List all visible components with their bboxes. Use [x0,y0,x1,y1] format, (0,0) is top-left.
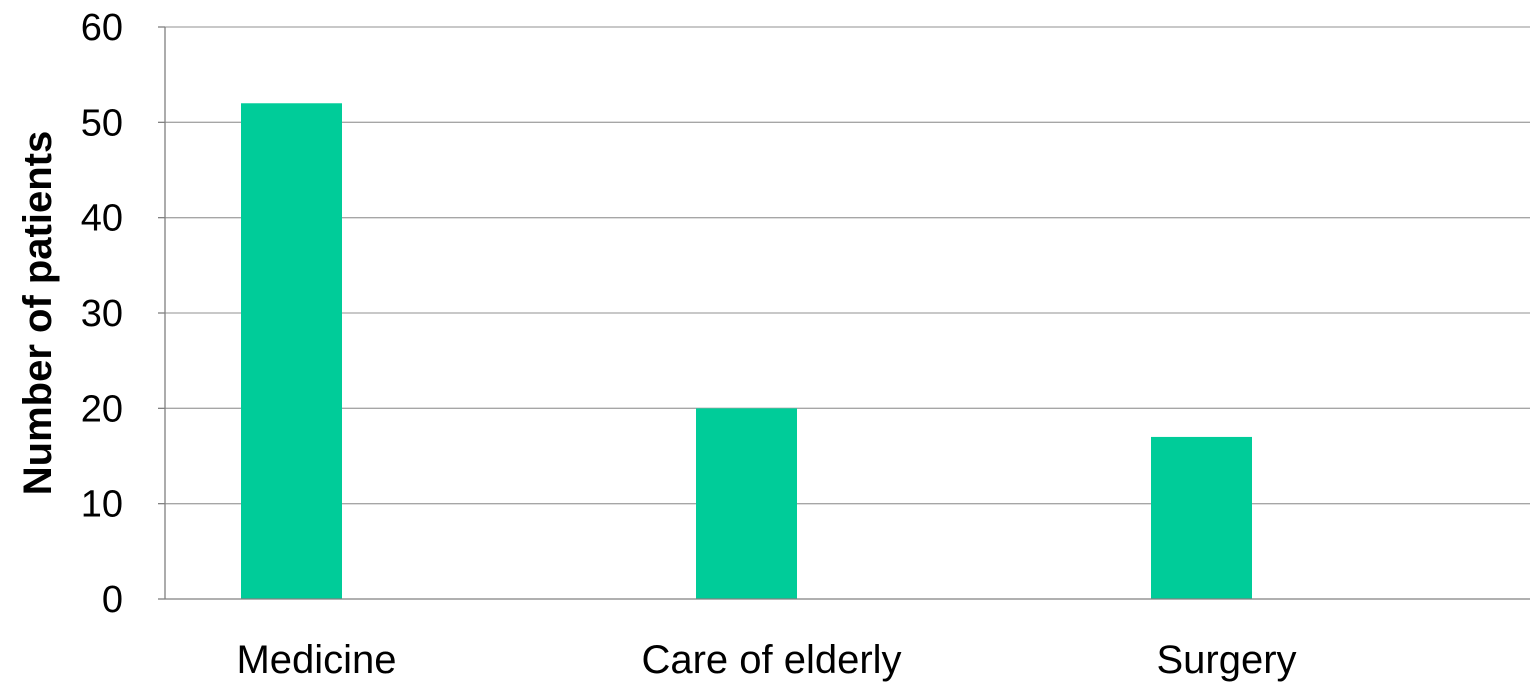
y-tick-label: 20 [81,388,123,430]
x-category-label: Medicine [236,638,396,682]
bar-medicine [241,103,342,600]
y-tick-label: 50 [81,102,123,144]
y-axis-title: Number of patients [16,131,60,495]
y-tick-label: 10 [81,484,123,526]
y-tick-label: 0 [102,579,123,621]
x-category-label: Care of elderly [641,638,901,682]
y-tick-label: 60 [81,7,123,49]
y-tick-label: 30 [81,293,123,335]
bars [241,103,1252,600]
y-tick-label: 40 [81,198,123,240]
y-tick-labels: 0 10 20 30 40 50 60 [81,7,123,621]
bar-surgery [1151,436,1252,599]
gridlines [165,26,1530,505]
x-category-labels: Medicine Care of elderly Surgery [236,638,1296,682]
bar-care-of-elderly [696,408,797,599]
axes [158,26,1530,600]
x-category-label: Surgery [1156,638,1296,682]
